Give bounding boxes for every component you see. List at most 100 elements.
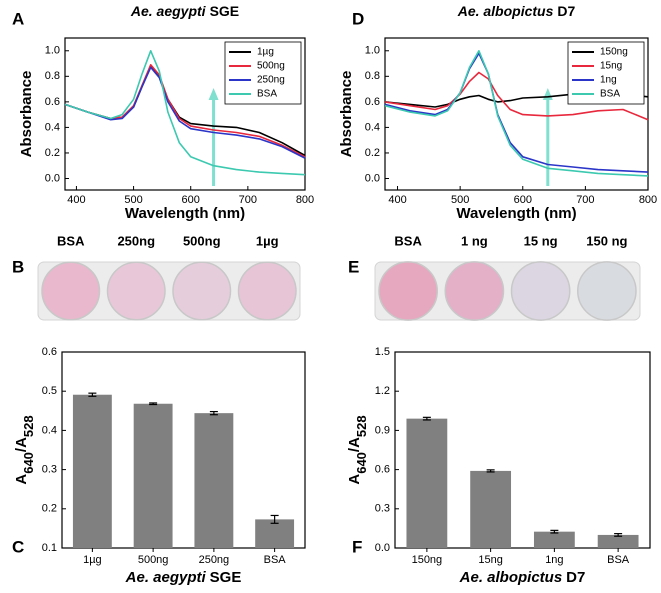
bar bbox=[533, 531, 575, 548]
x-tick-label: 400 bbox=[388, 194, 406, 206]
y-tick-label: 0.0 bbox=[45, 172, 60, 184]
y-tick-label: 0.3 bbox=[42, 464, 57, 476]
x-tick-label: 150ng bbox=[412, 554, 443, 566]
label-part: 640 bbox=[21, 452, 36, 474]
arrow-head bbox=[542, 88, 553, 100]
bar bbox=[597, 534, 639, 548]
x-tick-label: 500ng bbox=[138, 554, 169, 566]
legend-label: 15ng bbox=[600, 61, 622, 72]
panel-letter: E bbox=[348, 257, 359, 276]
bar bbox=[194, 413, 234, 548]
label: A640/A528 bbox=[13, 415, 36, 484]
arrow-head bbox=[208, 88, 219, 100]
plot-frame bbox=[64, 37, 306, 191]
well bbox=[510, 261, 571, 321]
bar bbox=[133, 403, 173, 548]
label-part: SGE bbox=[210, 3, 240, 19]
well-strip bbox=[374, 261, 641, 321]
bar bbox=[406, 418, 448, 548]
line bbox=[64, 64, 306, 158]
x-tick-label: BSA bbox=[264, 554, 287, 566]
x-tick-label: 700 bbox=[576, 194, 594, 206]
legend-label: BSA bbox=[257, 89, 277, 100]
bar bbox=[72, 394, 112, 548]
y-tick-label: 0.2 bbox=[42, 503, 57, 515]
y-tick-label: 1.0 bbox=[365, 45, 380, 57]
label: Ae. albopictus D7 bbox=[457, 3, 576, 19]
well-label: 250ng bbox=[117, 233, 155, 248]
legend-label: 1ng bbox=[600, 75, 617, 86]
well bbox=[172, 261, 232, 321]
label: Ae. aegypti SGE bbox=[130, 3, 239, 19]
plot-frame bbox=[384, 37, 649, 191]
y-tick-label: 1.5 bbox=[375, 346, 390, 358]
plot-frame bbox=[61, 351, 306, 549]
x-tick-label: 500 bbox=[451, 194, 469, 206]
y-tick-label: 0.8 bbox=[45, 70, 60, 82]
x-tick-label: 400 bbox=[67, 194, 85, 206]
label: Ae. aegypti SGE bbox=[125, 569, 242, 586]
x-tick-label: 700 bbox=[239, 194, 257, 206]
x-tick-label: 15ng bbox=[478, 554, 502, 566]
label-part: Ae. albopictus bbox=[459, 569, 563, 586]
well bbox=[378, 261, 438, 321]
label-part: 528 bbox=[354, 415, 369, 437]
panel-letter: D bbox=[352, 9, 364, 28]
y-tick-label: 0.6 bbox=[365, 96, 380, 108]
x-axis-label: Wavelength (nm) bbox=[456, 205, 576, 222]
label-part: D7 bbox=[557, 3, 575, 19]
panel-letter: F bbox=[352, 537, 362, 556]
y-tick-label: 0.2 bbox=[365, 147, 380, 159]
well-label: 15 ng bbox=[524, 233, 558, 248]
line bbox=[384, 71, 649, 121]
bar bbox=[470, 470, 512, 548]
y-tick-label: 0.6 bbox=[45, 96, 60, 108]
y-tick-label: 0.4 bbox=[42, 424, 57, 436]
y-tick-label: 0.4 bbox=[365, 121, 380, 133]
y-tick-label: 0.9 bbox=[375, 424, 390, 436]
x-tick-label: 800 bbox=[296, 194, 314, 206]
well-label: 500ng bbox=[183, 233, 221, 248]
label-part: /A bbox=[346, 437, 363, 452]
y-tick-label: 1.2 bbox=[375, 385, 390, 397]
label: A640/A528 bbox=[346, 415, 369, 484]
y-tick-label: 0.6 bbox=[375, 464, 390, 476]
legend-label: 150ng bbox=[600, 47, 628, 58]
panel-letter: C bbox=[12, 537, 24, 556]
x-axis-label: Wavelength (nm) bbox=[125, 205, 245, 222]
x-tick-label: 250ng bbox=[199, 554, 230, 566]
label-part: SGE bbox=[210, 569, 242, 586]
label-part: A bbox=[13, 474, 30, 485]
x-tick-label: 500 bbox=[124, 194, 142, 206]
y-axis-label: Absorbance bbox=[338, 71, 355, 158]
label-part: D7 bbox=[566, 569, 585, 586]
y-tick-label: 0.2 bbox=[45, 147, 60, 159]
bar bbox=[255, 519, 295, 548]
y-tick-label: 0.1 bbox=[42, 542, 57, 554]
y-tick-label: 0.5 bbox=[42, 385, 57, 397]
label-part: Ae. aegypti bbox=[130, 3, 207, 19]
label-part: 640 bbox=[354, 452, 369, 474]
well bbox=[444, 261, 505, 321]
line bbox=[384, 50, 649, 177]
well bbox=[577, 261, 637, 321]
plot-frame bbox=[394, 351, 651, 549]
label-part: A bbox=[346, 474, 363, 485]
y-tick-label: 0.4 bbox=[45, 121, 60, 133]
legend-label: 500ng bbox=[257, 61, 285, 72]
y-tick-label: 0.0 bbox=[365, 172, 380, 184]
legend-label: 1µg bbox=[257, 47, 274, 58]
well bbox=[41, 261, 101, 321]
well-label: BSA bbox=[57, 233, 85, 248]
well-label: 1µg bbox=[256, 233, 279, 248]
legend-label: 250ng bbox=[257, 75, 285, 86]
well-label: 150 ng bbox=[586, 233, 627, 248]
label: Ae. albopictus D7 bbox=[459, 569, 586, 586]
legend-label: BSA bbox=[600, 89, 620, 100]
x-tick-label: BSA bbox=[607, 554, 630, 566]
y-tick-label: 1.0 bbox=[45, 45, 60, 57]
well-label: BSA bbox=[394, 233, 422, 248]
x-tick-label: 600 bbox=[514, 194, 532, 206]
x-tick-label: 600 bbox=[182, 194, 200, 206]
